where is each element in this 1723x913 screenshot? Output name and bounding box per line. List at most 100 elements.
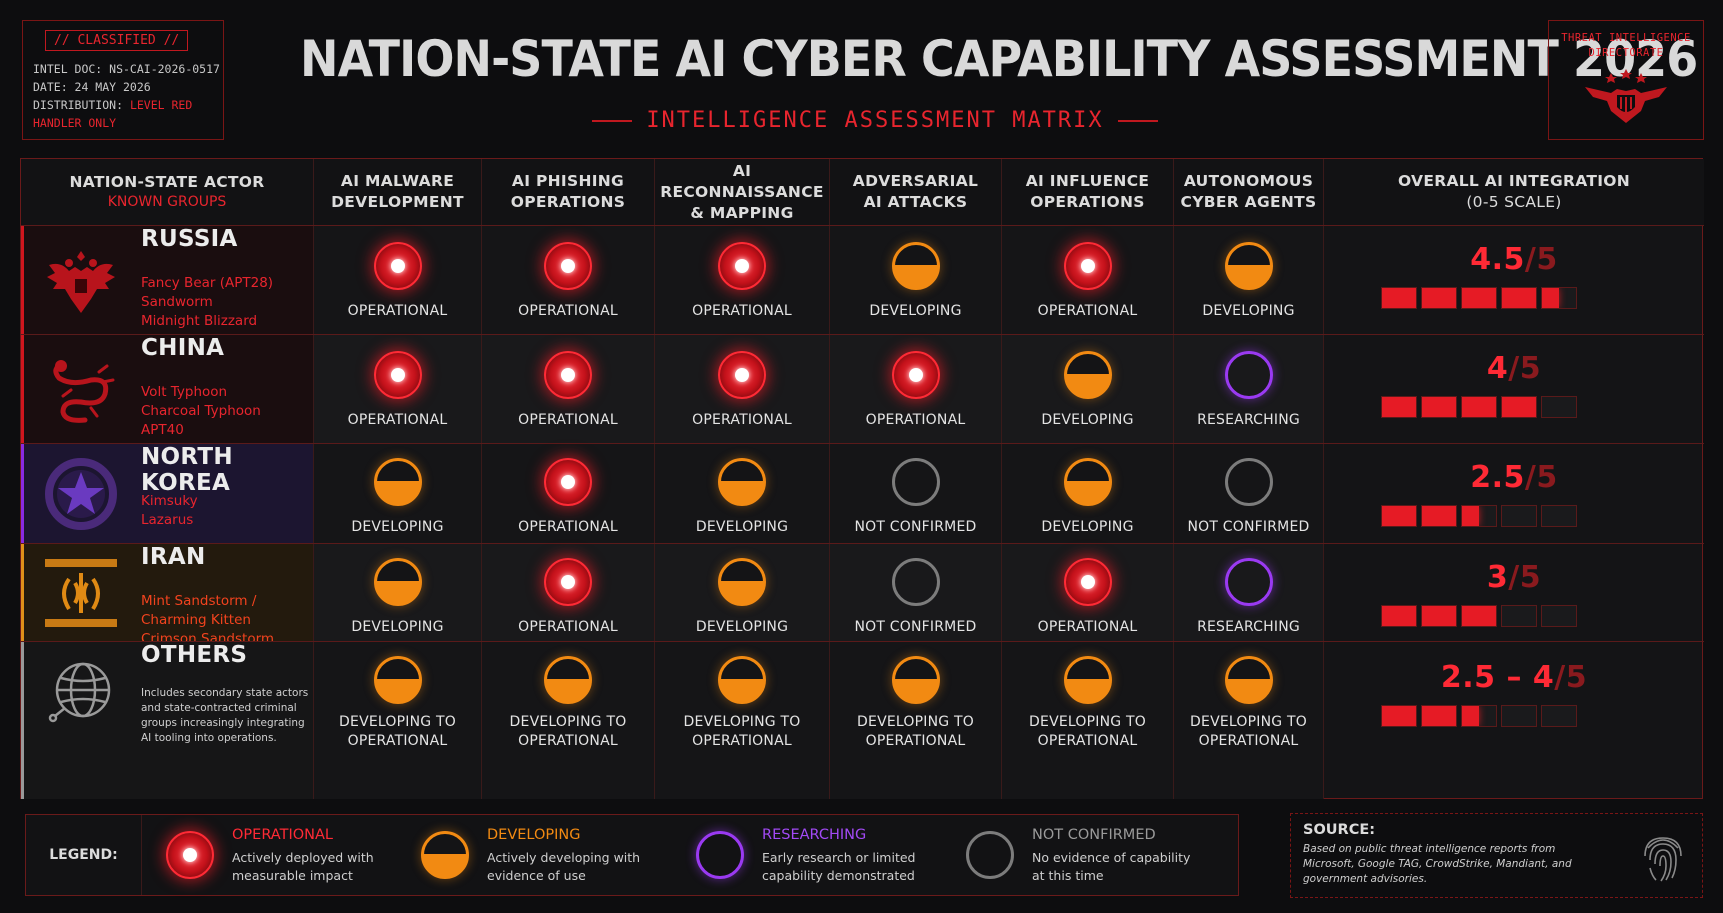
status-label: DEVELOPING TO OPERATIONAL <box>509 714 627 749</box>
star-emblem-icon <box>41 454 121 534</box>
capability-cell: OPERATIONAL <box>655 226 830 334</box>
score-segment <box>1461 605 1497 627</box>
capability-cell: OPERATIONAL <box>314 226 482 334</box>
score-segment <box>1381 505 1417 527</box>
score-segment <box>1461 705 1497 727</box>
capability-cell: DEVELOPING TO OPERATIONAL <box>314 642 482 799</box>
legend-not-confirmed-icon <box>966 831 1014 879</box>
score-bar <box>1381 505 1577 527</box>
score-cell: 4/5 <box>1324 335 1704 443</box>
status-label: NOT CONFIRMED <box>854 619 977 635</box>
score-segment <box>1421 505 1457 527</box>
status-developing-icon <box>718 458 766 506</box>
status-not-confirmed-icon <box>891 558 940 606</box>
score-value: 2.5 – 4/5 <box>1440 660 1588 695</box>
actor-cell: CHINA Volt Typhoon Charcoal Typhoon APT40 <box>21 335 314 443</box>
group-name: Volt Typhoon <box>141 384 228 400</box>
legend-item-not-confirmed: NOT CONFIRMED No evidence of capability at… <box>966 815 1206 895</box>
actor-cell: IRAN Mint Sandstorm / Charming Kitten Crims… <box>21 544 314 647</box>
score-bar <box>1381 705 1577 727</box>
capability-cell: NOT CONFIRMED <box>830 444 1002 543</box>
score-segment <box>1381 605 1417 627</box>
legend-item-operational: OPERATIONAL Actively deployed with measura… <box>166 815 406 895</box>
score-value: 2.5/5 <box>1470 460 1558 495</box>
capability-cell: OPERATIONAL <box>830 335 1002 443</box>
actor-description: Includes secondary state actors and stat… <box>141 687 309 744</box>
status-developing-icon <box>1063 656 1112 704</box>
status-developing-icon <box>718 558 766 606</box>
legend-item-name: NOT CONFIRMED <box>1032 827 1156 843</box>
legend-item-desc: Actively deployed with measurable impact <box>232 850 374 883</box>
capability-cell: OPERATIONAL <box>314 335 482 443</box>
capability-cell: OPERATIONAL <box>482 544 655 641</box>
status-not-confirmed-icon <box>1224 458 1273 506</box>
dragon-icon <box>41 350 121 430</box>
score-bar <box>1381 396 1577 418</box>
actor-stripe <box>21 444 24 543</box>
status-developing-icon <box>1063 351 1112 399</box>
status-operational-icon <box>544 351 592 399</box>
score-segment <box>1501 287 1537 309</box>
score-segment <box>1421 705 1457 727</box>
legend-item-desc: Early research or limited capability demo… <box>762 850 916 883</box>
classified-box: // CLASSIFIED // INTEL DOC: NS-CAI-2026-… <box>22 20 224 140</box>
status-label: DEVELOPING TO OPERATIONAL <box>683 714 801 749</box>
status-operational-icon <box>544 242 592 290</box>
capability-cell: OPERATIONAL <box>482 444 655 543</box>
capability-cell: OPERATIONAL <box>482 335 655 443</box>
status-researching-icon <box>1224 351 1273 399</box>
score-segment <box>1541 505 1577 527</box>
actor-row-iran: IRAN Mint Sandstorm / Charming Kitten Crims… <box>21 543 1704 647</box>
score-value: 3/5 <box>1486 560 1542 595</box>
score-segment <box>1501 396 1537 418</box>
status-label: OPERATIONAL <box>865 412 966 428</box>
capability-cell: DEVELOPING <box>655 544 830 641</box>
score-segment <box>1381 287 1417 309</box>
score-segment <box>1461 287 1497 309</box>
group-name: Charming Kitten <box>141 612 251 628</box>
status-label: DEVELOPING <box>695 519 789 535</box>
capability-cell: OPERATIONAL <box>482 226 655 334</box>
legend-item-researching: RESEARCHING Early research or limited capa… <box>696 815 936 895</box>
globe-network-icon <box>41 654 121 734</box>
status-developing-icon <box>544 656 592 704</box>
page-subtitle: INTELLIGENCE ASSESSMENT MATRIX <box>560 108 1190 133</box>
status-researching-icon <box>1224 558 1273 606</box>
actor-groups: Volt Typhoon Charcoal Typhoon APT40 <box>141 383 261 440</box>
score-segment <box>1541 605 1577 627</box>
status-developing-icon <box>373 656 422 704</box>
legend-item-desc: Actively developing with evidence of use <box>487 850 641 883</box>
col-header-malware: AI MALWARE DEVELOPMENT <box>314 159 482 225</box>
actor-name: CHINA <box>141 335 225 361</box>
status-label: OPERATIONAL <box>1037 303 1138 319</box>
status-label: OPERATIONAL <box>518 303 618 319</box>
group-name: Fancy Bear (APT28) <box>141 275 274 291</box>
score-segment <box>1461 505 1497 527</box>
status-operational-icon <box>373 242 422 290</box>
page-title: NATION-STATE AI CYBER CAPABILITY ASSESSM… <box>300 30 1698 88</box>
assessment-matrix: NATION-STATE ACTOR KNOWN GROUPS AI MALWA… <box>20 158 1704 799</box>
classified-tag: // CLASSIFIED // <box>45 30 189 51</box>
legend-item-name: RESEARCHING <box>762 827 867 843</box>
col-header-recon: AI RECONNAISSANCE & MAPPING <box>655 159 830 225</box>
score-cell: 2.5/5 <box>1324 444 1704 543</box>
status-developing-icon <box>891 242 940 290</box>
capability-cell: DEVELOPING <box>314 544 482 641</box>
status-operational-icon <box>373 351 422 399</box>
status-label: RESEARCHING <box>1197 619 1300 635</box>
capability-cell: DEVELOPING <box>1174 226 1324 334</box>
status-label: DEVELOPING TO OPERATIONAL <box>857 714 974 749</box>
status-label: DEVELOPING <box>351 519 444 535</box>
status-operational-icon <box>1063 242 1112 290</box>
status-operational-icon <box>718 242 766 290</box>
capability-cell: DEVELOPING <box>1002 335 1174 443</box>
score-segment <box>1421 287 1457 309</box>
legend-item-developing: DEVELOPING Actively developing with eviden… <box>421 815 661 895</box>
status-label: OPERATIONAL <box>518 412 618 428</box>
col-header-actor: NATION-STATE ACTOR KNOWN GROUPS <box>21 159 314 225</box>
score-cell: 2.5 – 4/5 <box>1324 642 1704 799</box>
legend-item-desc: No evidence of capability at this time <box>1032 850 1191 883</box>
capability-cell: OPERATIONAL <box>1002 544 1174 641</box>
capability-cell: DEVELOPING TO OPERATIONAL <box>655 642 830 799</box>
status-label: DEVELOPING <box>1041 519 1134 535</box>
